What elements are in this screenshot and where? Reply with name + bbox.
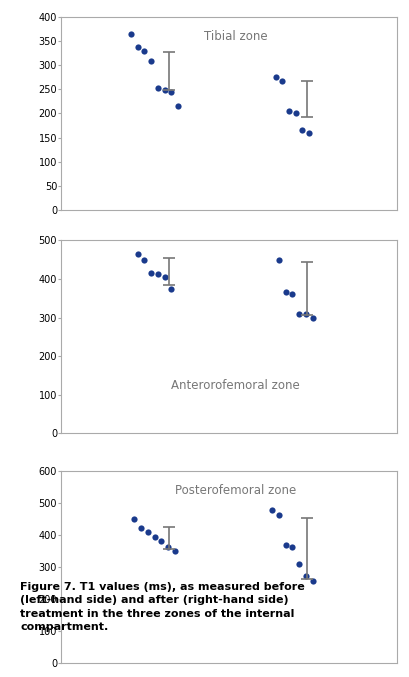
Point — [299, 125, 306, 135]
Point — [303, 309, 309, 320]
Text: Posterofemoral zone: Posterofemoral zone — [175, 484, 297, 497]
Point — [296, 559, 302, 569]
Point — [289, 542, 296, 552]
Point — [282, 540, 289, 550]
Point — [151, 532, 158, 543]
Text: Tibial zone: Tibial zone — [204, 30, 267, 43]
Point — [138, 523, 144, 533]
Text: Anterorofemoral zone: Anterorofemoral zone — [171, 379, 300, 392]
Point — [286, 106, 292, 116]
Point — [279, 75, 285, 86]
Point — [155, 269, 161, 280]
Point — [175, 101, 181, 112]
Point — [282, 287, 289, 298]
Text: Figure 7. T1 values (ms), as measured before
(left-hand side) and after (right-h: Figure 7. T1 values (ms), as measured be… — [20, 582, 305, 632]
Point — [309, 576, 316, 587]
Point — [161, 85, 168, 95]
Point — [309, 312, 316, 323]
Point — [289, 289, 296, 300]
Point — [141, 254, 148, 265]
Point — [148, 56, 155, 67]
Point — [306, 127, 312, 138]
Point — [269, 231, 276, 242]
Point — [135, 248, 141, 259]
Point — [269, 504, 276, 515]
Point — [158, 536, 164, 546]
Point — [128, 28, 134, 39]
Point — [141, 45, 148, 56]
Point — [292, 108, 299, 119]
Point — [131, 514, 138, 525]
Point — [276, 510, 282, 521]
Point — [168, 86, 175, 97]
Point — [144, 526, 151, 537]
Point — [171, 546, 178, 556]
Point — [296, 308, 302, 319]
Point — [168, 283, 175, 294]
Point — [155, 83, 161, 93]
Point — [161, 271, 168, 282]
Point — [303, 571, 309, 582]
Point — [135, 41, 141, 52]
Point — [272, 72, 279, 83]
Point — [165, 542, 171, 552]
Point — [148, 267, 155, 278]
Point — [276, 254, 282, 265]
